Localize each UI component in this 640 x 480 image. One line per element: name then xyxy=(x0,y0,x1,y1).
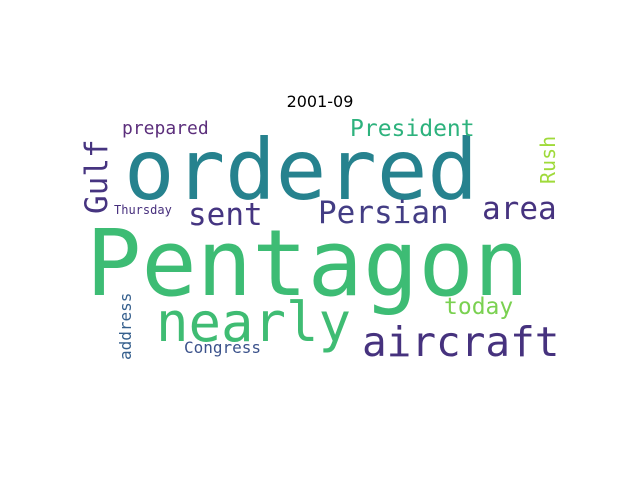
word-cloud: Pentagon ordered nearly aircraft Persian… xyxy=(79,116,560,366)
word-pentagon: Pentagon xyxy=(86,210,530,317)
word-nearly: nearly xyxy=(156,291,352,354)
word-president: President xyxy=(350,116,475,142)
word-gulf: Gulf xyxy=(79,139,115,214)
word-address: address xyxy=(116,292,135,360)
word-sent: sent xyxy=(188,197,263,233)
word-congress: Congress xyxy=(184,338,262,357)
word-thursday: Thursday xyxy=(114,203,172,217)
word-rush: Rush xyxy=(536,135,560,184)
word-today: today xyxy=(444,294,514,320)
word-persian: Persian xyxy=(318,195,449,231)
word-prepared: prepared xyxy=(122,118,209,139)
word-area: area xyxy=(482,191,557,227)
word-ordered: ordered xyxy=(124,121,479,219)
word-aircraft: aircraft xyxy=(362,318,560,366)
chart-title: 2001-09 xyxy=(286,92,354,111)
